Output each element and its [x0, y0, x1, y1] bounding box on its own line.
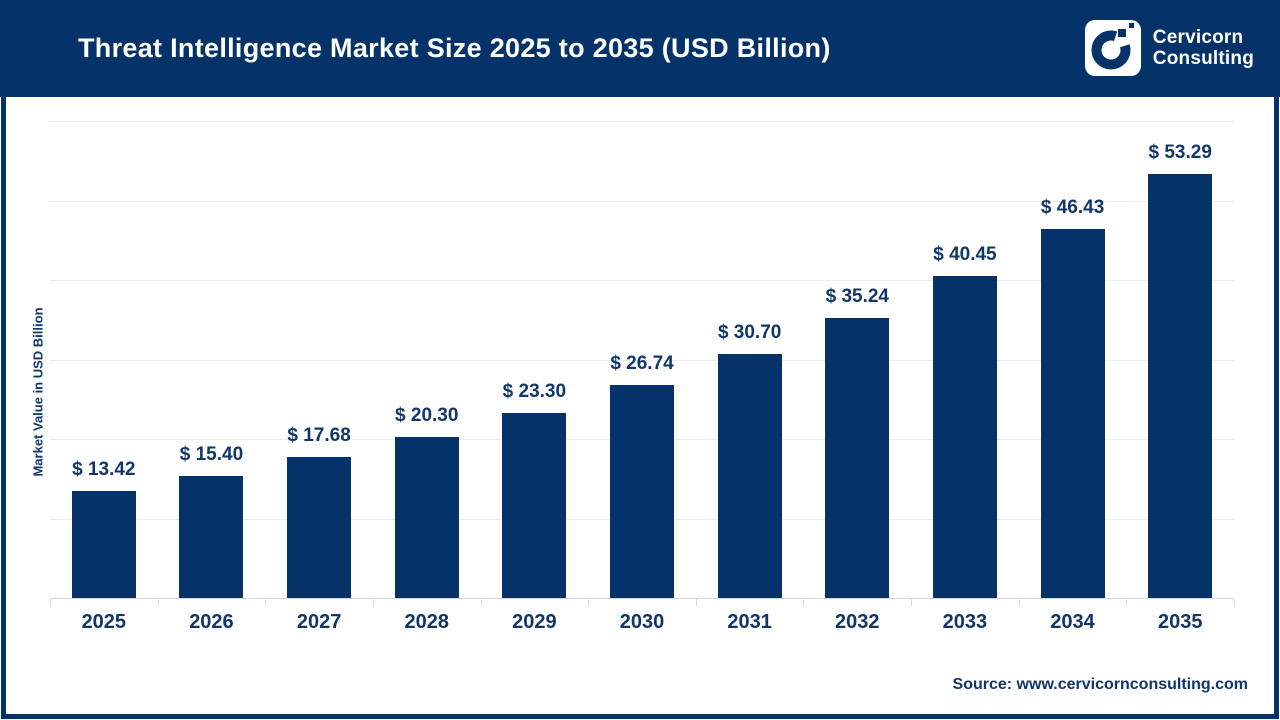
x-axis-label-2031: 2031: [727, 611, 772, 633]
bar-2032: [825, 317, 890, 598]
x-axis-tick: [1126, 599, 1128, 606]
x-axis-tick: [157, 599, 159, 606]
source-text: Source: www.cervicornconsulting.com: [952, 676, 1248, 693]
bar-value-label-2026: $ 15.40: [179, 443, 244, 465]
x-axis-label-2026: 2026: [189, 611, 234, 633]
x-axis-label-2032: 2032: [835, 611, 880, 633]
x-axis-tick: [372, 599, 374, 606]
bar-value-label-2035: $ 53.29: [1148, 142, 1212, 164]
bar-value-label-2030: $ 26.74: [610, 353, 674, 375]
x-axis-label-2030: 2030: [619, 611, 665, 633]
x-axis-line: [50, 598, 1234, 599]
bar-value-label-2029: $ 23.30: [502, 380, 567, 402]
bar-2030: [610, 385, 675, 598]
bar-value-label-2033: $ 40.45: [933, 244, 997, 266]
gridline-60: [50, 121, 1234, 122]
brand-name-line2: Consulting: [1152, 48, 1254, 69]
bar-2034: [1040, 228, 1105, 598]
x-axis-tick: [911, 599, 913, 606]
x-axis-tick: [695, 599, 697, 606]
bar-value-label-2025: $ 13.42: [72, 459, 136, 481]
x-axis-label-2033: 2033: [942, 611, 988, 633]
bar-2026: [179, 475, 244, 598]
bar-2031: [717, 353, 782, 598]
x-axis-tick: [1018, 599, 1020, 606]
x-axis-tick: [803, 599, 805, 606]
header-band: Threat Intelligence Market Size 2025 to …: [0, 0, 1280, 97]
bar-value-label-2034: $ 46.43: [1040, 196, 1105, 218]
bar-2028: [394, 436, 459, 598]
x-axis-tick: [480, 599, 482, 606]
brand-name-line1: Cervicorn: [1152, 27, 1244, 48]
x-axis-tick: [588, 599, 590, 606]
gridline-40: [50, 280, 1234, 281]
x-axis-label-2028: 2028: [404, 611, 449, 633]
bar-value-label-2031: $ 30.70: [717, 321, 782, 343]
x-axis-label-2034: 2034: [1050, 611, 1095, 633]
x-axis-tick: [50, 599, 51, 606]
x-axis-label-2027: 2027: [296, 611, 342, 633]
bar-value-label-2028: $ 20.30: [395, 404, 459, 426]
cervicorn-logo-icon: [1084, 20, 1141, 76]
x-axis-label-2029: 2029: [512, 611, 557, 633]
page-title: Threat Intelligence Market Size 2025 to …: [78, 33, 831, 63]
bar-2027: [287, 457, 352, 598]
bar-2029: [502, 412, 567, 598]
bar-value-label-2032: $ 35.24: [825, 285, 889, 307]
bar-2035: [1148, 174, 1213, 598]
x-axis-tick: [265, 599, 267, 606]
bar-value-label-2027: $ 17.68: [287, 425, 351, 447]
gridline-50: [50, 200, 1234, 202]
x-axis-tick: [1234, 599, 1236, 606]
brand-logo: Cervicorn Consulting: [1084, 20, 1254, 76]
x-axis-label-2035: 2035: [1157, 611, 1203, 633]
bar-2033: [932, 276, 997, 598]
bar-2025: [71, 491, 136, 598]
x-axis-label-2025: 2025: [81, 611, 127, 633]
gridline-30: [50, 359, 1234, 361]
brand-name: Cervicorn Consulting: [1153, 27, 1254, 69]
